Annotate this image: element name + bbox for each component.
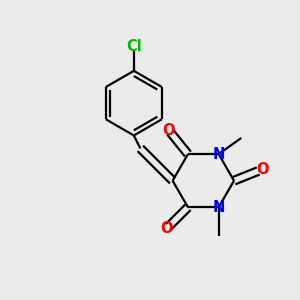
Text: Cl: Cl — [126, 39, 142, 54]
Text: N: N — [212, 147, 225, 162]
Text: O: O — [161, 221, 173, 236]
Text: N: N — [212, 200, 225, 215]
Text: O: O — [256, 162, 268, 177]
Text: O: O — [162, 123, 175, 138]
